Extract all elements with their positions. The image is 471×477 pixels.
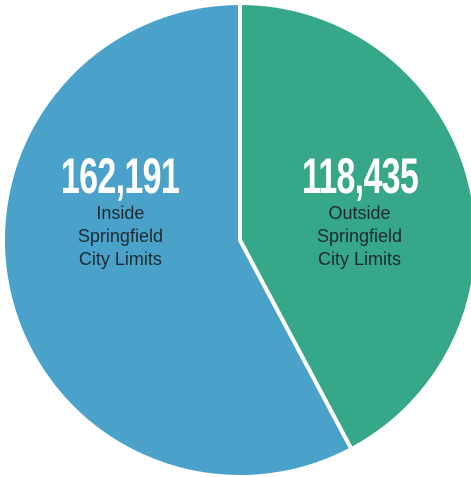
category-label: Outside Springfield City Limits	[317, 203, 403, 269]
slice-label: 162,191 Inside Springfield City Limits	[20, 150, 220, 271]
value-label: 118,435	[301, 148, 418, 204]
pie-slice	[238, 0, 471, 452]
slice-label: 118,435 Outside Springfield City Limits	[260, 150, 460, 271]
category-label: Inside Springfield City Limits	[77, 203, 163, 269]
value-label: 162,191	[61, 148, 180, 204]
